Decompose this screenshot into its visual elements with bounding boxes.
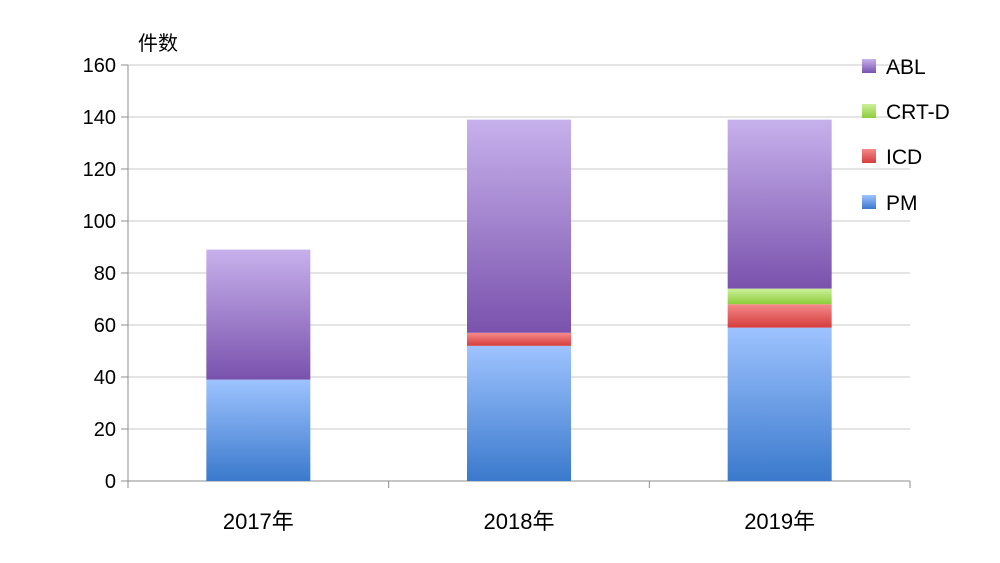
bar-pm-0 [206, 379, 311, 481]
y-tick-label-120: 120 [83, 159, 116, 181]
bar-icd-1 [467, 332, 571, 346]
x-tick-label-2: 2019年 [744, 509, 815, 534]
legend-swatch-abl [862, 59, 876, 73]
legend: ABL CRT-D ICD PM [862, 56, 950, 215]
x-tick-label-1: 2018年 [484, 509, 555, 534]
x-tick-label-0: 2017年 [223, 509, 294, 534]
legend-label-pm: PM [886, 192, 918, 215]
y-tick-label-0: 0 [105, 471, 116, 493]
bar-abl-0 [206, 249, 311, 380]
y-axis-unit-label: 件数 [138, 32, 178, 55]
bar-pm-2 [727, 327, 832, 481]
legend-label-crt-d: CRT-D [886, 101, 950, 124]
y-tick-label-80: 80 [94, 263, 116, 285]
legend-swatch-pm [862, 195, 876, 209]
bar-crt-d-2 [727, 288, 832, 305]
legend-label-abl: ABL [886, 56, 926, 79]
bar-icd-2 [727, 304, 832, 328]
y-tick-label-160: 160 [83, 55, 116, 77]
y-tick-label-20: 20 [94, 419, 116, 441]
bar-pm-1 [467, 345, 571, 481]
y-tick-label-60: 60 [94, 315, 116, 337]
bar-abl-2 [727, 119, 832, 289]
y-tick-label-140: 140 [83, 107, 116, 129]
legend-swatch-icd [862, 149, 876, 163]
axes: 0 20 40 60 80 100 120 140 160 2017年 2018年 2019年 [83, 55, 911, 534]
legend-swatch-crt-d [862, 104, 876, 118]
legend-label-icd: ICD [886, 146, 922, 169]
y-tick-label-40: 40 [94, 367, 116, 389]
y-tick-label-100: 100 [83, 211, 116, 233]
axis-labels: 件数 [138, 32, 178, 55]
bar-abl-1 [467, 119, 571, 333]
bars [206, 119, 832, 481]
